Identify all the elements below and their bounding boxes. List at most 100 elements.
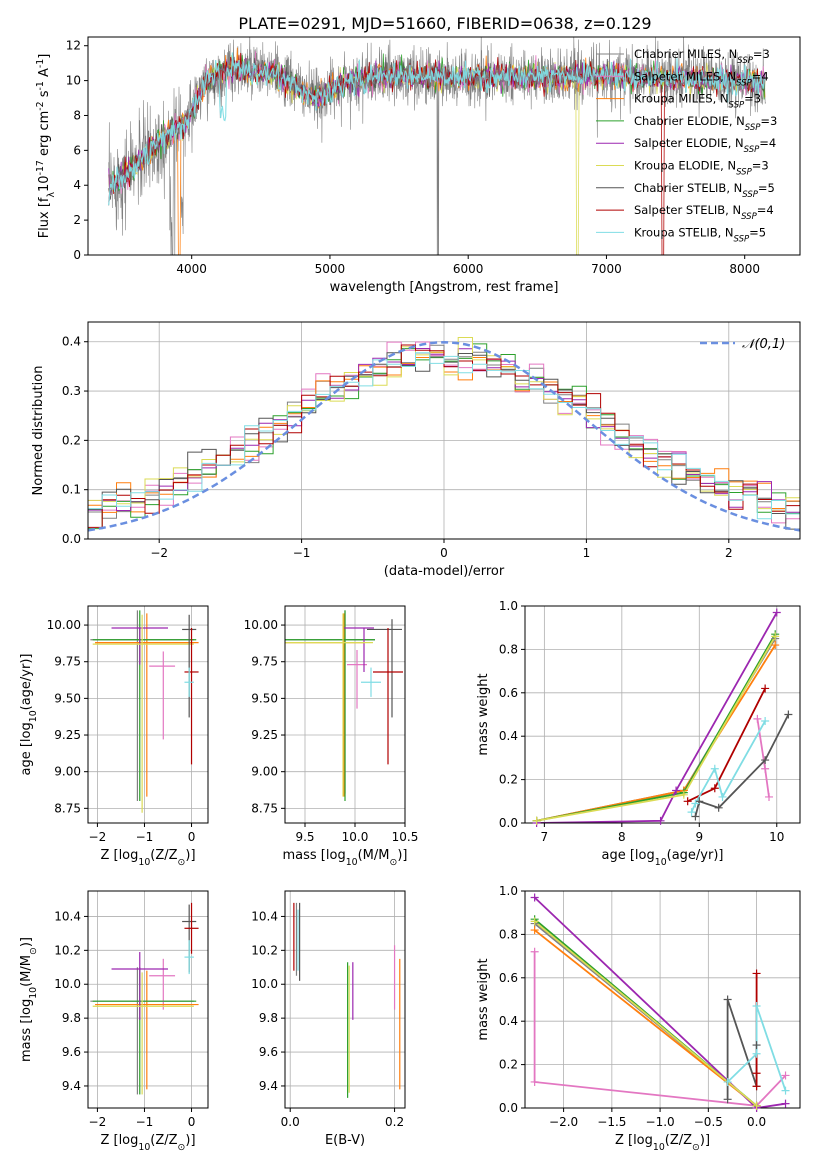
mass-weight-z-frame [524, 890, 801, 1109]
spectrum-ytick-label: 12 [66, 39, 81, 53]
weight-marker [752, 969, 761, 978]
weight-marker [771, 632, 780, 641]
mass-ebv-panel: 0.0 0.2 9.4 9.6 9.8 10.0 10.2 10.4 E(B-V) [251, 890, 406, 1148]
residuals-ytick-label: 0.0 [62, 532, 81, 546]
weight-marker [752, 1041, 761, 1050]
weight-marker [683, 797, 692, 806]
mass-ebv-ytick-label: 10.4 [251, 909, 278, 923]
weight-marker [752, 1082, 761, 1091]
mass-weight-age-ytick-label: 1.0 [499, 599, 518, 613]
legend-entry: Salpeter MILES, NSSP=4 [634, 69, 769, 88]
mass-z-panel: −2 −1 0 9.4 9.6 9.8 10.0 10.2 10.4 Z [log10(Z/Z⊙)… [19, 890, 209, 1153]
mass-z-xlabel: Z [log10(Z/Z⊙)] [100, 1133, 195, 1153]
spectrum-xtick-label: 7000 [591, 262, 622, 276]
mass-weight-z-ytick-label: 1.0 [499, 884, 518, 898]
mass-weight-age-ytick-label: 0.8 [499, 642, 518, 656]
weight-marker [753, 714, 762, 723]
residuals-ytick-label: 0.4 [62, 335, 81, 349]
age-mass-xtick-label: 10.5 [392, 830, 419, 844]
mass-z-ylabel: mass [log10(M/M⊙)] [19, 937, 39, 1062]
mass-weight-age-plot-area [536, 612, 790, 823]
mass-ebv-frame [284, 890, 406, 1109]
weight-line [536, 638, 776, 822]
weight-marker [761, 764, 770, 773]
age-mass-ytick-label: 9.50 [251, 691, 278, 705]
mass-ebv-ytick-label: 9.6 [259, 1045, 278, 1059]
mass-weight-z-plot-area [533, 896, 787, 1108]
age-z-ytick-label: 9.50 [54, 691, 81, 705]
mass-z-ytick-label: 9.8 [62, 1011, 81, 1025]
weight-line [536, 644, 776, 822]
weight-marker [679, 790, 688, 799]
spectrum-frame [87, 36, 801, 256]
age-z-frame [87, 605, 209, 824]
mass-z-frame [87, 890, 209, 1109]
age-z-plot-area [90, 610, 199, 813]
weight-marker [761, 684, 770, 693]
mass-weight-age-ytick-label: 0.6 [499, 686, 518, 700]
mass-weight-z-xtick-label: −1.5 [597, 1115, 626, 1129]
legend-entry: Kroupa STELIB, NSSP=5 [634, 225, 766, 244]
spectrum-xtick-label: 8000 [729, 262, 760, 276]
spectrum-ytick-label: 8 [73, 108, 81, 122]
spectrum-ytick-label: 2 [73, 213, 81, 227]
weight-marker [781, 1071, 790, 1080]
mass-z-xtick-label: −2 [89, 1115, 107, 1129]
spectrum-model-line [108, 52, 766, 206]
weight-marker [752, 1002, 761, 1011]
histogram-series [88, 352, 800, 530]
mass-weight-z-xtick-label: −0.5 [694, 1115, 723, 1129]
age-mass-ytick-label: 8.75 [251, 801, 278, 815]
residuals-xtick-label: −1 [293, 546, 311, 560]
spectrum-legend: Chabrier MILES, NSSP=3 Salpeter MILES, NS… [596, 47, 777, 244]
residuals-xlabel: (data-model)/error [384, 564, 505, 579]
mass-weight-age-xtick-label: 10 [769, 830, 784, 844]
mass-weight-age-xlabel: age [log10(age/yr)] [602, 848, 724, 868]
legend-entry: Chabrier STELIB, NSSP=5 [634, 181, 775, 200]
legend-entry: Chabrier MILES, NSSP=3 [634, 47, 770, 66]
weight-marker [710, 764, 719, 773]
age-mass-frame [284, 605, 406, 824]
age-mass-ytick-label: 9.75 [251, 655, 278, 669]
age-mass-ytick-label: 9.25 [251, 728, 278, 742]
weight-marker [752, 1101, 761, 1110]
weight-marker [781, 1086, 790, 1095]
weight-marker [530, 893, 539, 902]
weight-marker [672, 786, 681, 795]
mass-weight-z-xtick-label: 0.0 [747, 1115, 766, 1129]
weight-line [534, 920, 758, 1107]
weight-line [533, 951, 787, 1107]
mass-weight-z-ytick-label: 0.2 [499, 1058, 518, 1072]
spectrum-ytick-label: 6 [73, 143, 81, 157]
weight-marker [752, 1049, 761, 1058]
legend-entry: 𝒩(0,1) [742, 337, 785, 352]
weight-marker [761, 717, 770, 726]
age-mass-ytick-label: 10.00 [244, 618, 278, 632]
weight-marker [765, 792, 774, 801]
mass-ebv-plot-area [293, 902, 401, 1098]
mass-weight-age-frame [524, 605, 801, 824]
mass-weight-z-xlabel: Z [log10(Z/Z⊙)] [615, 1133, 710, 1153]
mass-ebv-ytick-label: 10.2 [251, 943, 278, 957]
mass-weight-z-xtick-label: −2.0 [549, 1115, 578, 1129]
mass-ebv-ytick-label: 9.4 [259, 1079, 278, 1093]
age-z-ytick-label: 9.00 [54, 765, 81, 779]
residuals-xtick-label: 2 [725, 546, 733, 560]
weight-marker [718, 792, 727, 801]
residuals-panel: −2 −1 0 1 2 0.0 0.1 0.2 0.3 0.4 (data-model)/error… [31, 321, 801, 579]
mass-weight-z-ytick-label: 0.4 [499, 1014, 518, 1028]
mass-weight-age-xtick-label: 7 [541, 830, 549, 844]
residuals-plot-area [88, 337, 800, 532]
age-z-ytick-label: 10.00 [47, 618, 81, 632]
mass-z-plot-area [90, 902, 199, 1095]
weight-line [536, 633, 776, 822]
weight-marker [687, 808, 696, 817]
weight-line [533, 896, 786, 1108]
mass-weight-z-ytick-label: 0.8 [499, 927, 518, 941]
mass-weight-z-ylabel: mass weight [476, 958, 491, 1040]
mass-z-ytick-label: 10.4 [54, 909, 81, 923]
spectrum-ytick-label: 4 [73, 178, 81, 192]
legend-entry: Kroupa ELODIE, NSSP=3 [634, 159, 769, 178]
residuals-ytick-label: 0.2 [62, 433, 81, 447]
weight-line [536, 612, 778, 823]
